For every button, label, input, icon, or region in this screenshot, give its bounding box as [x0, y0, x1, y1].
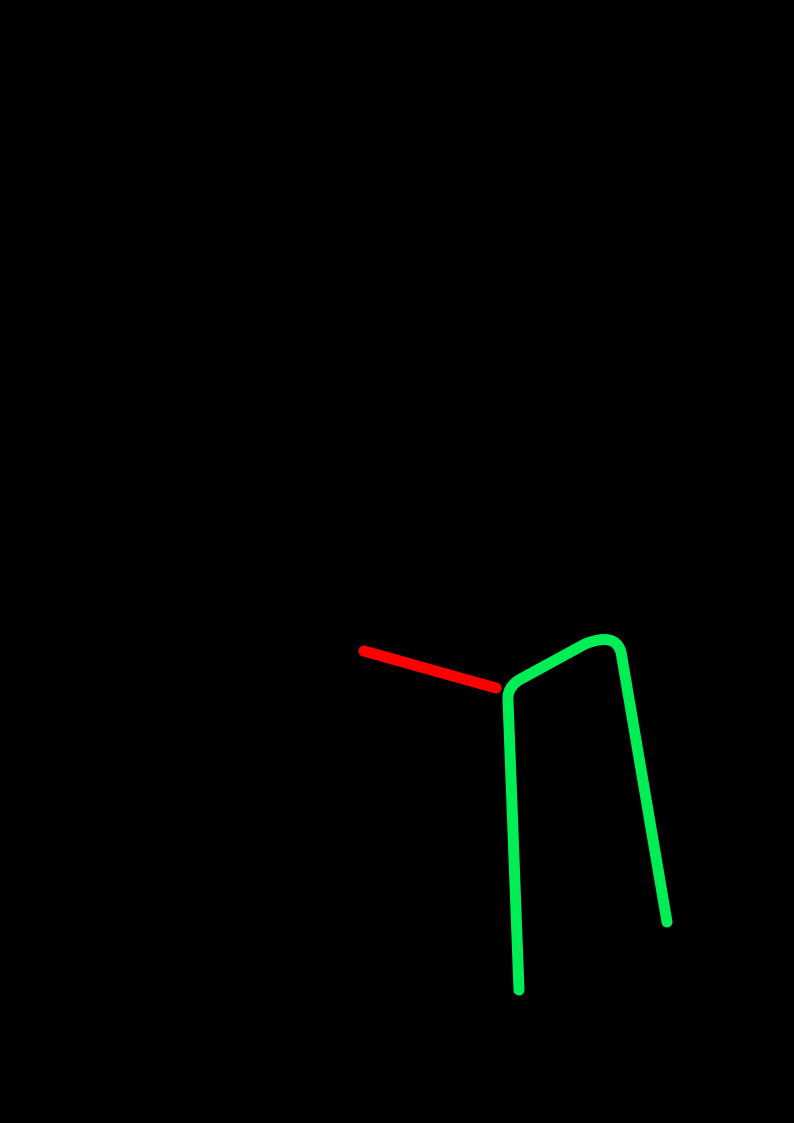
green-stroke: [502, 634, 673, 996]
red-stroke: [358, 645, 502, 694]
